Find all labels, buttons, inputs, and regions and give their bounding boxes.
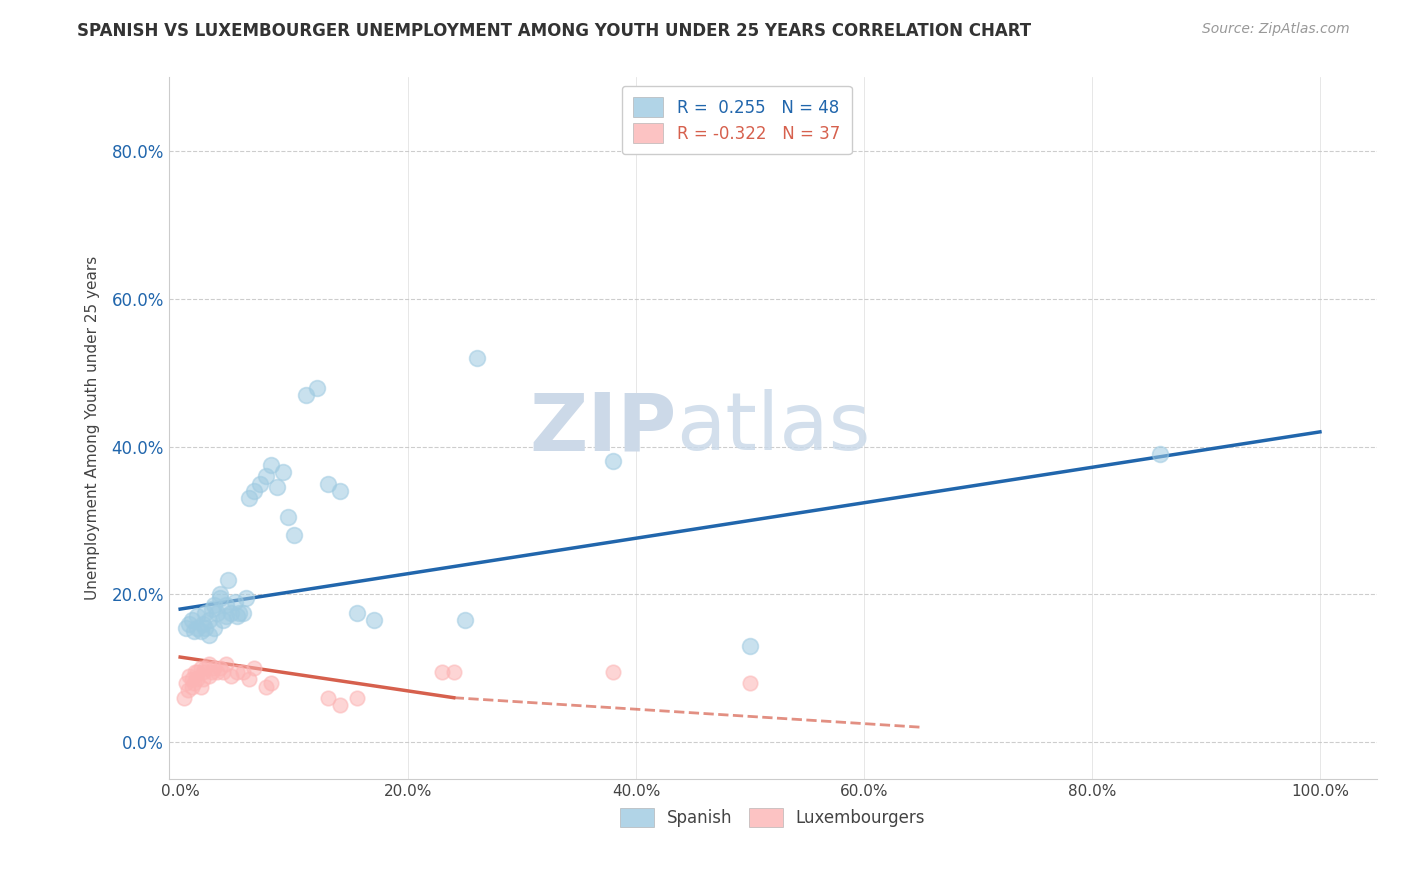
Text: SPANISH VS LUXEMBOURGER UNEMPLOYMENT AMONG YOUTH UNDER 25 YEARS CORRELATION CHAR: SPANISH VS LUXEMBOURGER UNEMPLOYMENT AMO… [77,22,1032,40]
Point [202,621,225,635]
Point [271,466,294,480]
Point [191,616,214,631]
Point [186,665,208,679]
Point [738,676,761,690]
Point [228,606,250,620]
Point [190,661,212,675]
Point [254,680,277,694]
Point [243,483,266,498]
Text: atlas: atlas [676,389,870,467]
Point [260,458,283,472]
Point [194,621,217,635]
Point [221,668,243,682]
Point [205,606,228,620]
Point [202,661,225,675]
Point [254,469,277,483]
Point [318,690,340,705]
Point [191,665,214,679]
Point [197,613,219,627]
Point [205,665,228,679]
Point [232,665,254,679]
Point [173,690,195,705]
Point [184,665,207,679]
Point [215,609,238,624]
Point [209,587,232,601]
Point [305,380,328,394]
Point [180,680,202,694]
Point [294,388,316,402]
Point [190,680,212,694]
Point [329,483,352,498]
Point [363,613,385,627]
Point [179,668,201,682]
Point [180,613,202,627]
Point [209,661,232,675]
Point [215,599,238,613]
Point [235,591,257,605]
Point [174,676,197,690]
Point [174,621,197,635]
Point [602,454,624,468]
Text: ZIP: ZIP [529,389,676,467]
Point [221,606,243,620]
Point [224,595,246,609]
Point [238,491,260,506]
Point [266,480,288,494]
Point [226,665,249,679]
Legend: Spanish, Luxembourgers: Spanish, Luxembourgers [613,801,932,834]
Point [201,665,224,679]
Y-axis label: Unemployment Among Youth under 25 years: Unemployment Among Youth under 25 years [86,256,100,600]
Point [260,676,283,690]
Point [318,476,340,491]
Point [212,613,235,627]
Point [217,573,239,587]
Point [183,676,205,690]
Point [443,665,465,679]
Point [346,606,368,620]
Point [249,476,271,491]
Point [201,602,224,616]
Point [238,672,260,686]
Point [329,698,352,712]
Point [232,606,254,620]
Point [177,683,200,698]
Point [1149,447,1171,461]
Point [180,672,202,686]
Point [209,591,232,605]
Point [194,661,217,675]
Point [179,616,201,631]
Point [194,606,217,620]
Point [738,639,761,653]
Point [243,661,266,675]
Point [346,690,368,705]
Point [226,609,249,624]
Text: Source: ZipAtlas.com: Source: ZipAtlas.com [1202,22,1350,37]
Point [186,609,208,624]
Point [197,628,219,642]
Point [186,621,208,635]
Point [191,672,214,686]
Point [465,351,488,365]
Point [190,624,212,639]
Point [197,668,219,682]
Point [197,657,219,672]
Point [277,509,299,524]
Point [186,672,208,686]
Point [212,665,235,679]
Point [283,528,305,542]
Point [454,613,477,627]
Point [183,624,205,639]
Point [215,657,238,672]
Point [432,665,454,679]
Point [202,599,225,613]
Point [602,665,624,679]
